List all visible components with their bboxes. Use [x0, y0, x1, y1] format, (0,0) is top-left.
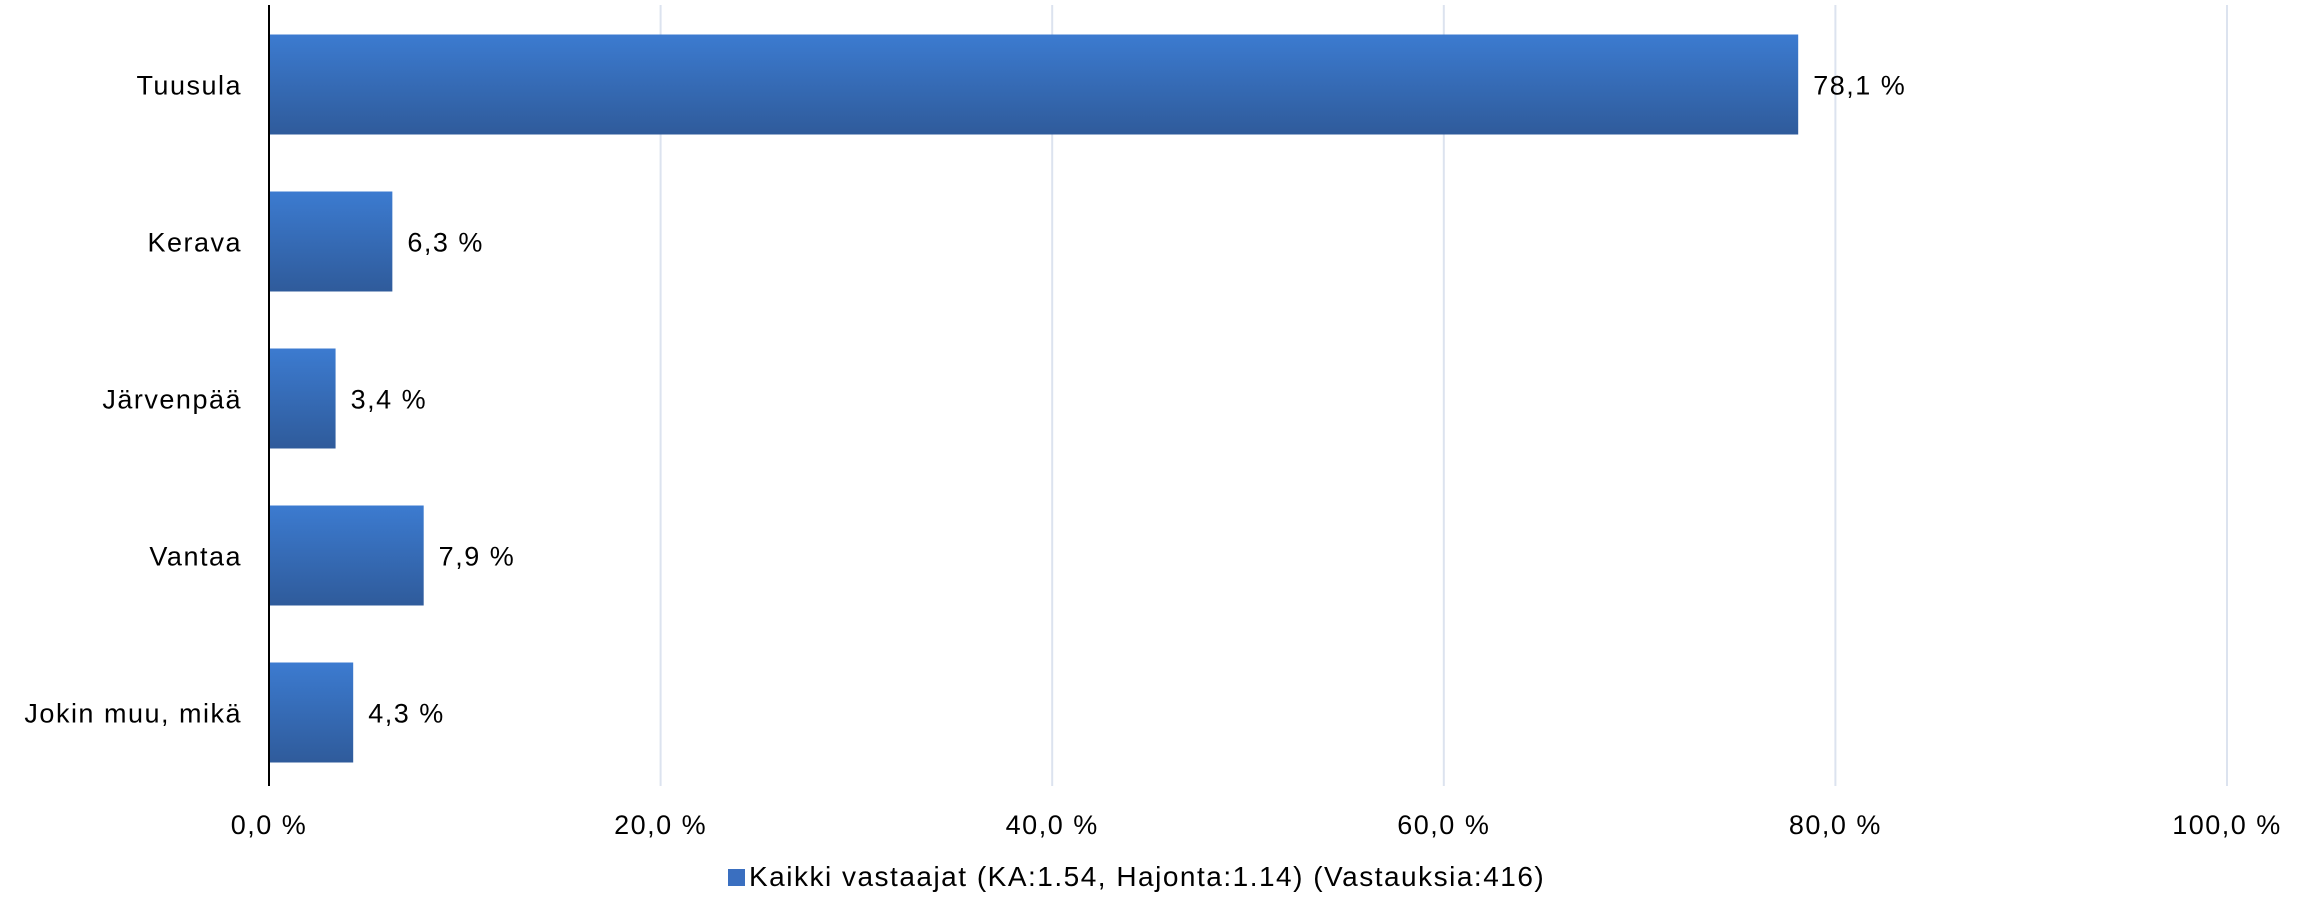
category-label: Kerava — [147, 228, 242, 258]
category-label: Järvenpää — [102, 385, 242, 415]
bar — [269, 662, 354, 763]
bar — [269, 191, 393, 292]
category-label: Jokin muu, mikä — [24, 699, 242, 729]
data-label: 7,9 % — [439, 542, 516, 572]
x-tick-label: 0,0 % — [231, 810, 308, 840]
bar — [269, 505, 424, 606]
data-label: 78,1 % — [1813, 71, 1906, 101]
bar — [269, 34, 1799, 135]
x-tick-label: 20,0 % — [614, 810, 707, 840]
x-tick-label: 60,0 % — [1397, 810, 1490, 840]
x-tick-label: 100,0 % — [2172, 810, 2282, 840]
chart-legend: Kaikki vastaajat (KA:1.54, Hajonta:1.14)… — [728, 857, 1545, 897]
legend-swatch — [728, 868, 745, 886]
category-label: Tuusula — [136, 71, 242, 101]
data-label: 4,3 % — [368, 699, 445, 729]
x-tick-label: 80,0 % — [1789, 810, 1882, 840]
category-label: Vantaa — [149, 542, 242, 572]
data-label: 3,4 % — [351, 385, 428, 415]
data-label: 6,3 % — [407, 228, 484, 258]
bar — [269, 348, 336, 449]
x-tick-label: 40,0 % — [1006, 810, 1099, 840]
legend-label: Kaikki vastaajat (KA:1.54, Hajonta:1.14)… — [749, 861, 1546, 892]
